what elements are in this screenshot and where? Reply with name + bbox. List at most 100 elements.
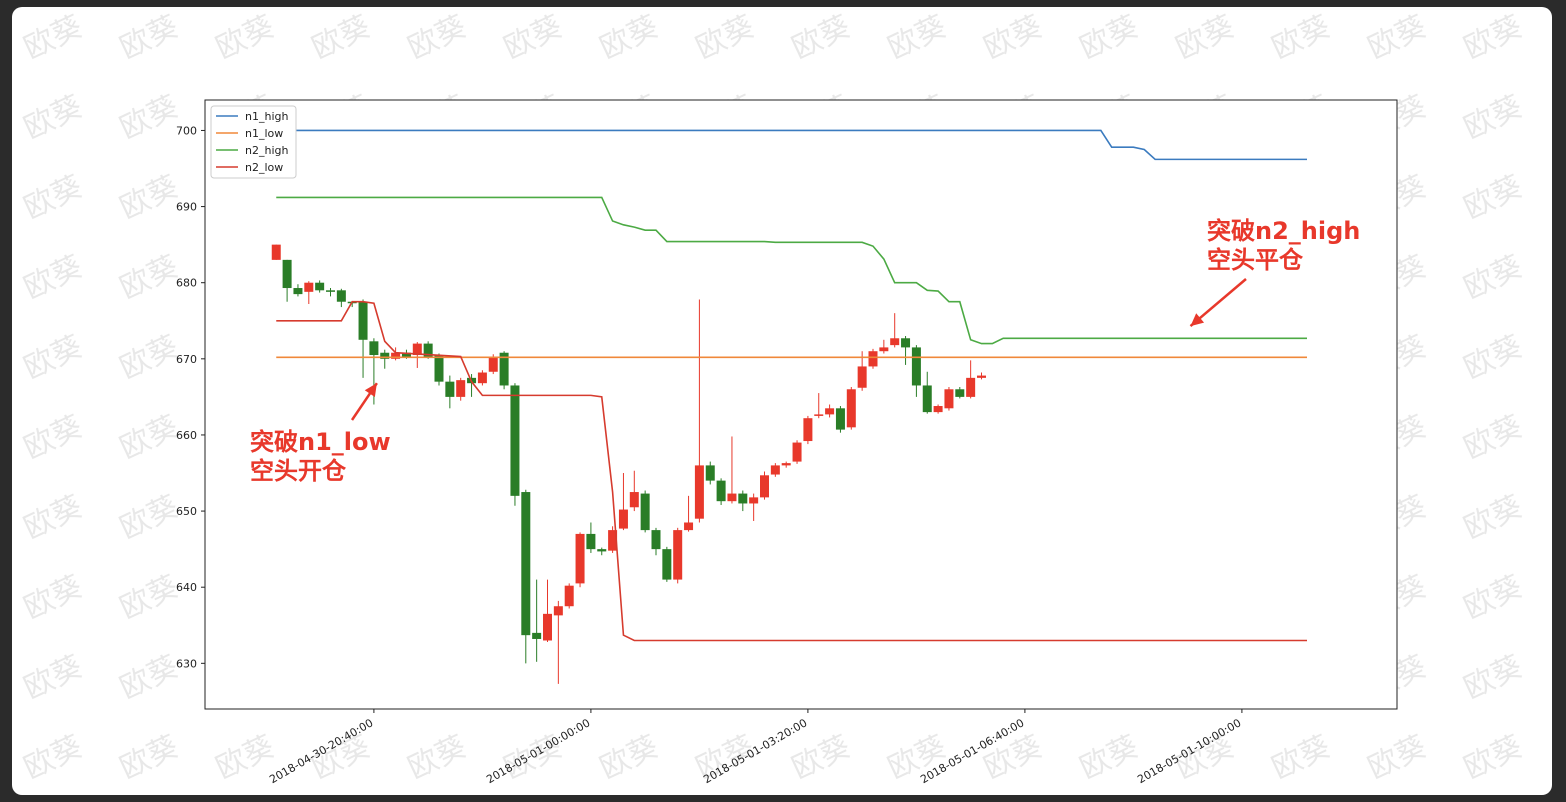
candle-body (694, 465, 704, 519)
candle-body (662, 549, 672, 580)
watermark-text: 欧葵 (1459, 649, 1528, 706)
watermark-text: 欧葵 (19, 729, 88, 786)
candle-body (282, 259, 292, 289)
watermark-text: 欧葵 (19, 169, 88, 226)
y-tick-label: 690 (176, 201, 197, 214)
candle-body (955, 389, 965, 397)
legend-label: n2_high (245, 144, 288, 157)
candle-body (543, 613, 552, 641)
annotation-close-short-line2: 空头平仓 (1207, 246, 1304, 274)
candle-body (890, 338, 900, 346)
line-n1-high (276, 129, 1307, 161)
candle-body (326, 290, 335, 292)
watermark-text: 欧葵 (115, 169, 184, 226)
candle-body (911, 347, 921, 386)
candle-body (846, 389, 856, 428)
candle-body (825, 408, 835, 415)
candle-body (271, 244, 281, 260)
candle-body (716, 480, 726, 502)
watermark-text: 欧葵 (115, 329, 184, 386)
legend-label: n1_high (245, 110, 288, 123)
watermark-text: 欧葵 (115, 649, 184, 706)
y-tick-label: 650 (176, 505, 197, 518)
candle-body (521, 492, 531, 636)
watermark-text: 欧葵 (19, 649, 88, 706)
watermark-text: 欧葵 (19, 569, 88, 626)
candle-body (358, 301, 368, 340)
watermark-text: 欧葵 (307, 9, 376, 66)
candle-body (618, 509, 628, 529)
candle-body (944, 389, 954, 409)
watermark-text: 欧葵 (1459, 489, 1528, 546)
watermark-text: 欧葵 (787, 9, 856, 66)
y-tick-label: 660 (176, 429, 197, 442)
watermark-text: 欧葵 (115, 729, 184, 786)
plot-area (204, 99, 1398, 710)
watermark-text: 欧葵 (115, 249, 184, 306)
candle-body (553, 606, 563, 616)
candle-body (792, 442, 802, 462)
candle-body (380, 352, 390, 359)
watermark-text: 欧葵 (787, 729, 856, 786)
candle-body (901, 338, 911, 348)
candle-body (868, 351, 878, 367)
annotation-open-short-line1: 突破n1_low (250, 428, 391, 456)
watermark-text: 欧葵 (883, 729, 952, 786)
candle-body (510, 385, 520, 496)
watermark-text: 欧葵 (1171, 9, 1240, 66)
candle-body (922, 385, 932, 413)
candle-body (304, 282, 314, 292)
candle-body (412, 343, 422, 356)
candle-body (673, 530, 683, 580)
candle-body (651, 530, 661, 550)
candle-body (966, 377, 976, 397)
legend: n1_high n1_low n2_high n2_low (210, 105, 297, 179)
candle-body (532, 632, 542, 639)
legend-label: n2_low (245, 161, 283, 174)
candle-body (835, 408, 845, 430)
candle-body (803, 418, 813, 442)
candle-body (369, 341, 379, 356)
y-axis: 630 640 650 660 670 680 690 700 (176, 124, 205, 670)
annotation-arrow-head (364, 383, 377, 398)
candle-body (434, 355, 444, 382)
watermark-text: 欧葵 (1459, 249, 1528, 306)
candle-body (391, 352, 401, 359)
candle-body (564, 585, 574, 607)
candle-body (586, 533, 596, 550)
watermark-text: 欧葵 (19, 489, 88, 546)
candle-body (814, 414, 824, 416)
line-n2-low (276, 300, 1307, 642)
candle-body (749, 497, 759, 504)
indicator-lines (276, 129, 1307, 642)
watermark-text: 欧葵 (1459, 569, 1528, 626)
watermark-text: 欧葵 (19, 329, 88, 386)
watermark-text: 欧葵 (403, 9, 472, 66)
watermark-text: 欧葵 (1075, 729, 1144, 786)
candle-body (445, 381, 455, 397)
candle-body (499, 352, 509, 386)
candle-body (879, 347, 889, 352)
candle-body (857, 366, 867, 388)
watermark-text: 欧葵 (211, 9, 280, 66)
candle-body (705, 465, 715, 481)
candle-body (423, 343, 433, 357)
candle-body (629, 492, 639, 508)
watermark-text: 欧葵 (115, 569, 184, 626)
candle-body (456, 380, 466, 397)
watermark-text: 欧葵 (595, 729, 664, 786)
watermark-text: 欧葵 (1459, 409, 1528, 466)
candle-body (684, 522, 694, 531)
annotation-open-short-line2: 空头开仓 (250, 457, 347, 485)
candle-body (640, 493, 650, 531)
watermark-text: 欧葵 (1363, 729, 1432, 786)
watermark-text: 欧葵 (1459, 169, 1528, 226)
watermark-text: 欧葵 (1459, 329, 1528, 386)
candle-body (401, 352, 411, 357)
watermark-text: 欧葵 (1459, 729, 1528, 786)
candle-body (293, 288, 303, 295)
candle-body (738, 493, 748, 504)
watermark-text: 欧葵 (883, 9, 952, 66)
